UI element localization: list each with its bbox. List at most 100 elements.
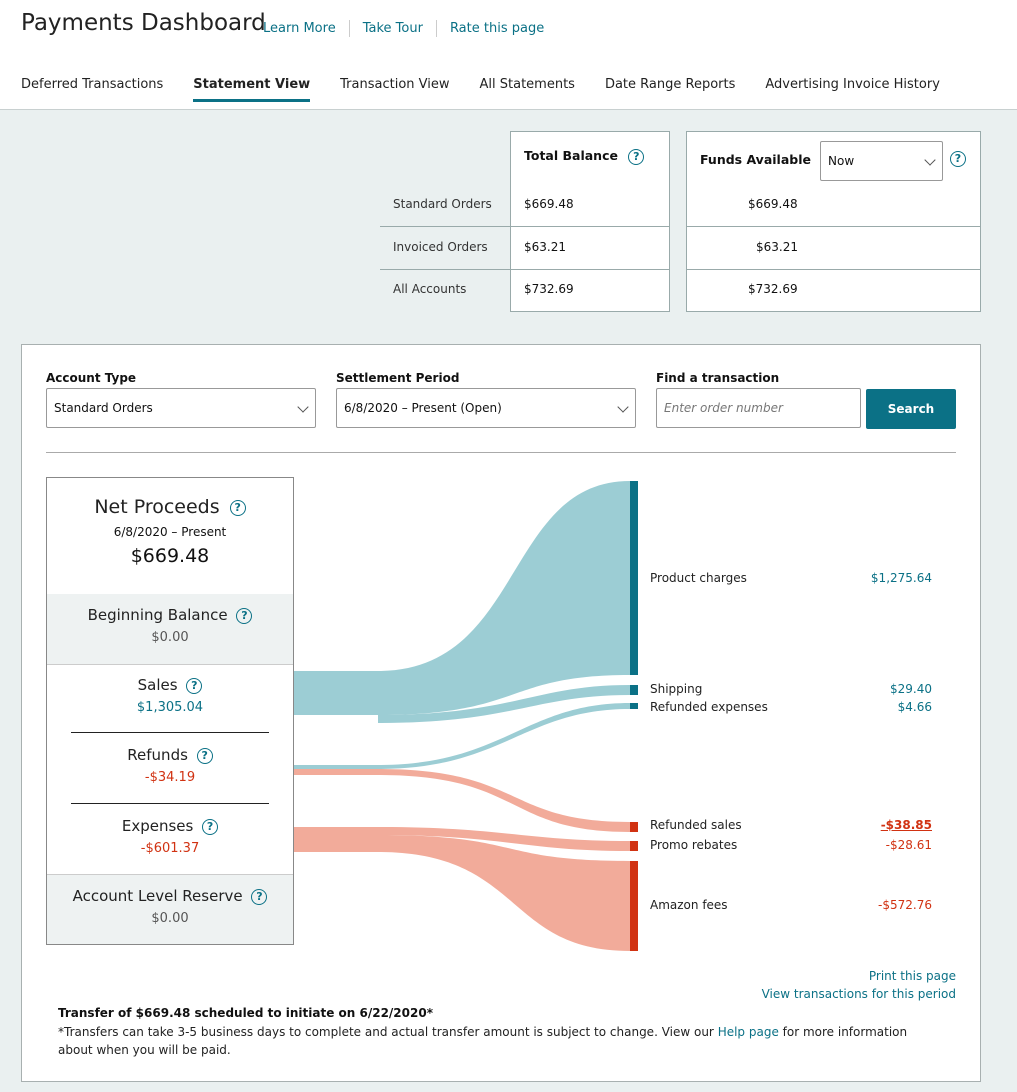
funds-available-header: Funds Available bbox=[700, 152, 811, 167]
sales-label: Sales bbox=[137, 676, 178, 694]
page-header: Payments Dashboard Learn More Take Tour … bbox=[0, 0, 1017, 110]
reserve-value: $0.00 bbox=[151, 911, 189, 926]
transfer-text: Transfer of $669.48 scheduled to initiat… bbox=[58, 1006, 433, 1020]
refunded-sales-label: Refunded sales bbox=[650, 818, 742, 832]
view-transactions-link[interactable]: View transactions for this period bbox=[761, 987, 956, 1001]
help-icon[interactable]: ? bbox=[229, 499, 246, 516]
refunds-label: Refunds bbox=[127, 746, 188, 764]
print-page-link[interactable]: Print this page bbox=[868, 969, 956, 983]
help-icon[interactable]: ? bbox=[202, 818, 219, 835]
refunds-value: -$34.19 bbox=[144, 770, 196, 785]
search-button[interactable]: Search bbox=[866, 389, 956, 429]
help-page-link[interactable]: Help page bbox=[717, 1025, 779, 1039]
header-links: Learn More Take Tour Rate this page bbox=[263, 20, 557, 37]
divider bbox=[47, 664, 293, 665]
help-icon[interactable]: ? bbox=[628, 148, 645, 165]
flow-refunded-sales bbox=[294, 769, 630, 832]
beginning-balance-label: Beginning Balance bbox=[87, 606, 228, 624]
promo-rebates-value: -$28.61 bbox=[885, 838, 932, 852]
reserve-label: Account Level Reserve bbox=[72, 887, 243, 905]
help-icon[interactable]: ? bbox=[236, 607, 253, 624]
flow-refunded-expenses bbox=[294, 703, 630, 769]
bar-refunded-expenses bbox=[630, 703, 638, 709]
refunded-expenses-value: $4.66 bbox=[897, 700, 932, 714]
refunds-block: Refunds ? -$34.19 bbox=[47, 746, 293, 785]
help-icon[interactable]: ? bbox=[196, 747, 213, 764]
tab-statement-view[interactable]: Statement View bbox=[193, 77, 311, 102]
bar-product-charges bbox=[630, 481, 638, 675]
rate-page-link[interactable]: Rate this page bbox=[435, 20, 557, 37]
bar-promo-rebates bbox=[630, 841, 638, 851]
total-balance-invoiced: $63.21 bbox=[524, 240, 566, 254]
sales-value: $1,305.04 bbox=[136, 700, 204, 715]
tab-date-range-reports[interactable]: Date Range Reports bbox=[604, 77, 736, 92]
chevron-down-icon bbox=[924, 154, 936, 166]
product-charges-value: $1,275.64 bbox=[870, 571, 932, 585]
net-proceeds-value: $669.48 bbox=[130, 545, 210, 567]
funds-available-standard: $669.48 bbox=[748, 197, 798, 211]
amazon-fees-label: Amazon fees bbox=[650, 898, 728, 912]
help-icon[interactable]: ? bbox=[950, 151, 966, 167]
proceeds-flow-chart bbox=[294, 481, 638, 951]
shipping-label: Shipping bbox=[650, 682, 703, 696]
reserve-block: Account Level Reserve ? $0.00 bbox=[47, 874, 293, 944]
refunded-expenses-label: Refunded expenses bbox=[650, 700, 768, 714]
bar-shipping bbox=[630, 685, 638, 695]
funds-available-invoiced: $63.21 bbox=[756, 240, 798, 254]
tab-transaction-view[interactable]: Transaction View bbox=[340, 77, 450, 92]
learn-more-link[interactable]: Learn More bbox=[263, 21, 336, 36]
total-balance-standard: $669.48 bbox=[524, 197, 574, 211]
expenses-value: -$601.37 bbox=[140, 841, 200, 856]
divider bbox=[686, 226, 981, 227]
statement-panel: Account Type Standard Orders Settlement … bbox=[21, 344, 981, 1082]
total-balance-column bbox=[510, 131, 670, 312]
flow-shipping bbox=[378, 685, 630, 723]
tab-all-statements[interactable]: All Statements bbox=[479, 77, 575, 92]
row-label-invoiced-orders: Invoiced Orders bbox=[393, 240, 488, 254]
row-label-all-accounts: All Accounts bbox=[393, 282, 467, 296]
account-type-label: Account Type bbox=[46, 371, 137, 385]
settlement-period-label: Settlement Period bbox=[336, 371, 460, 385]
order-number-input[interactable]: Enter order number bbox=[656, 388, 861, 428]
flow-promo-rebates bbox=[294, 827, 630, 851]
net-proceeds-summary: Net Proceeds ? 6/8/2020 – Present $669.4… bbox=[46, 477, 294, 945]
funds-timing-select[interactable]: Now bbox=[820, 141, 943, 181]
account-type-select[interactable]: Standard Orders bbox=[46, 388, 316, 428]
transfer-note: *Transfers can take 3-5 business days to… bbox=[58, 1025, 908, 1057]
total-balance-all: $732.69 bbox=[524, 282, 574, 296]
bar-amazon-fees bbox=[630, 861, 638, 951]
divider bbox=[380, 226, 670, 227]
bar-refunded-sales bbox=[630, 822, 638, 832]
promo-rebates-label: Promo rebates bbox=[650, 838, 738, 852]
funds-available-all: $732.69 bbox=[748, 282, 798, 296]
divider bbox=[46, 452, 956, 453]
page-title: Payments Dashboard bbox=[21, 10, 266, 36]
chevron-down-icon bbox=[297, 401, 309, 413]
flow-amazon-fees bbox=[294, 835, 630, 951]
refunded-sales-value[interactable]: -$38.85 bbox=[880, 818, 932, 832]
amazon-fees-value: -$572.76 bbox=[878, 898, 932, 912]
divider bbox=[686, 269, 981, 270]
tab-deferred-transactions[interactable]: Deferred Transactions bbox=[21, 77, 164, 92]
help-icon[interactable]: ? bbox=[186, 677, 203, 694]
expenses-block: Expenses ? -$601.37 bbox=[47, 817, 293, 856]
find-transaction-label: Find a transaction bbox=[656, 371, 780, 385]
net-proceeds-period: 6/8/2020 – Present bbox=[113, 525, 227, 539]
total-balance-header: Total Balance ? bbox=[524, 148, 645, 165]
net-proceeds-label: Net Proceeds bbox=[94, 496, 220, 518]
flow-product-charges bbox=[294, 481, 630, 715]
product-charges-label: Product charges bbox=[650, 571, 747, 585]
divider bbox=[71, 803, 269, 804]
divider bbox=[71, 732, 269, 733]
take-tour-link[interactable]: Take Tour bbox=[348, 20, 436, 37]
tab-bar: Deferred Transactions Statement View Tra… bbox=[21, 77, 970, 102]
row-label-standard-orders: Standard Orders bbox=[393, 197, 492, 211]
chevron-down-icon bbox=[617, 401, 629, 413]
settlement-period-select[interactable]: 6/8/2020 – Present (Open) bbox=[336, 388, 636, 428]
help-icon[interactable]: ? bbox=[251, 888, 268, 905]
beginning-balance-block: Beginning Balance ? $0.00 bbox=[47, 594, 293, 664]
tab-advertising-invoice-history[interactable]: Advertising Invoice History bbox=[765, 77, 940, 92]
beginning-balance-value: $0.00 bbox=[151, 630, 189, 645]
expenses-label: Expenses bbox=[121, 817, 194, 835]
net-proceeds-block: Net Proceeds ? 6/8/2020 – Present $669.4… bbox=[47, 496, 293, 567]
